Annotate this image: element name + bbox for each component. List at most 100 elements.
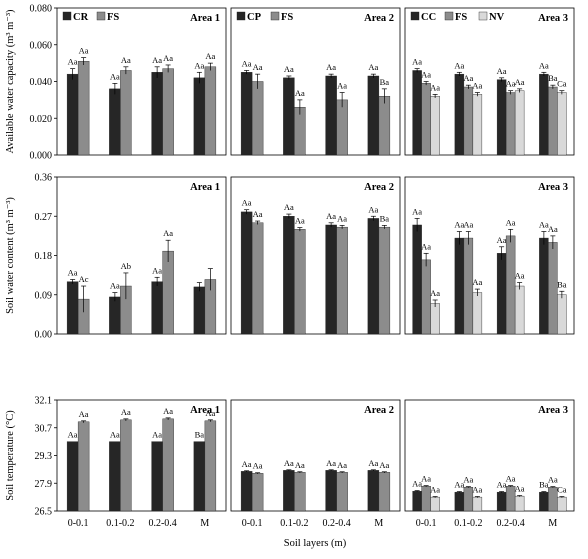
significance-label: Aa (515, 484, 525, 494)
x-tick-label: 0.1-0.2 (454, 518, 482, 529)
y-axis-title: Soil temperature (°C) (5, 410, 16, 501)
bar (557, 294, 567, 335)
significance-label: Aa (284, 202, 294, 212)
y-tick-label: 0.060 (30, 40, 53, 51)
significance-label: Aa (242, 459, 252, 469)
legend-label: NV (489, 12, 505, 23)
y-tick-label: 26.5 (35, 507, 53, 518)
y-tick-label: 29.3 (35, 451, 53, 462)
panel-frame (404, 399, 575, 512)
bar (367, 75, 380, 156)
bar (514, 90, 525, 156)
legend-swatch (444, 11, 454, 21)
significance-label: Aa (497, 66, 507, 76)
significance-label: Aa (68, 267, 78, 277)
bar (472, 496, 483, 512)
bar (557, 92, 567, 156)
significance-label: Aa (110, 71, 120, 81)
significance-label: Aa (412, 479, 422, 489)
y-tick-label: 0.18 (35, 251, 53, 262)
bar (240, 72, 253, 156)
significance-label: Aa (368, 204, 378, 214)
bar (454, 73, 465, 156)
panel-frame (230, 176, 401, 335)
significance-label: Aa (379, 460, 389, 470)
x-tick-label: 0-0.1 (242, 518, 263, 529)
y-axis-title: Soil water content (m³ m⁻³) (5, 197, 16, 314)
bar (548, 242, 558, 335)
y-tick-label: 0.020 (30, 114, 53, 125)
bar (325, 470, 337, 512)
significance-label: Ba (380, 77, 390, 87)
significance-label: Aa (253, 62, 263, 72)
area-title: Area 1 (190, 13, 220, 24)
bar (109, 296, 121, 335)
area-title: Area 3 (538, 13, 568, 24)
significance-label: Aa (121, 55, 131, 65)
significance-label: Aa (337, 213, 347, 223)
significance-label: Ca (557, 79, 567, 89)
significance-label: Ca (557, 485, 567, 495)
y-tick-label: 0.080 (30, 4, 53, 15)
significance-label: Aa (163, 228, 173, 238)
y-tick-label: 0.000 (30, 151, 53, 162)
significance-label: Aa (539, 60, 549, 70)
y-tick-label: 27.9 (35, 479, 53, 490)
significance-label: Aa (430, 82, 440, 92)
significance-label: Aa (454, 60, 464, 70)
bar (193, 286, 206, 335)
bar (66, 281, 79, 335)
bar (294, 472, 306, 512)
x-axis-title: Soil layers (m) (284, 538, 347, 549)
significance-label: Aa (163, 406, 173, 416)
significance-label: Aa (152, 265, 162, 275)
significance-label: Aa (110, 430, 120, 440)
significance-label: Aa (253, 209, 263, 219)
significance-label: Aa (497, 480, 507, 490)
y-tick-label: 0.27 (35, 212, 53, 223)
significance-label: Aa (295, 88, 305, 98)
significance-label: Aa (454, 220, 464, 230)
bar (378, 95, 391, 156)
significance-label: Aa (515, 77, 525, 87)
bar (412, 70, 422, 156)
bar (454, 491, 465, 512)
bar (514, 285, 525, 335)
bar (77, 421, 90, 512)
bar (336, 99, 348, 156)
x-tick-label: 0-0.1 (416, 518, 437, 529)
legend-label: FS (455, 12, 467, 23)
bar (548, 86, 558, 156)
significance-label: Ac (79, 274, 89, 284)
bar (412, 490, 422, 512)
bar (505, 235, 516, 335)
bar (430, 496, 440, 512)
area-title: Area 3 (538, 405, 568, 416)
significance-label: Aa (472, 81, 482, 91)
y-tick-label: 0.09 (35, 290, 53, 301)
significance-label: Ba (539, 480, 549, 490)
bar (336, 472, 348, 512)
legend-swatch (236, 11, 246, 21)
y-tick-label: 0.36 (35, 173, 53, 184)
area-title: Area 2 (364, 182, 394, 193)
significance-label: Aa (421, 474, 431, 484)
bar (325, 224, 337, 335)
significance-label: Aa (326, 458, 336, 468)
bar (325, 75, 337, 156)
bar (120, 70, 132, 156)
panel-frame (230, 399, 401, 512)
bar (548, 487, 558, 512)
significance-label: Aa (284, 64, 294, 74)
significance-label: Aa (110, 281, 120, 291)
bar (472, 94, 483, 156)
legend-label: CP (247, 12, 262, 23)
y-axis-title: Available water capacity (m³ m⁻³) (5, 9, 16, 153)
significance-label: Ba (557, 279, 567, 289)
significance-label: Aa (79, 409, 89, 419)
bar (367, 470, 380, 512)
significance-label: Aa (421, 241, 431, 251)
significance-label: Aa (472, 485, 482, 495)
